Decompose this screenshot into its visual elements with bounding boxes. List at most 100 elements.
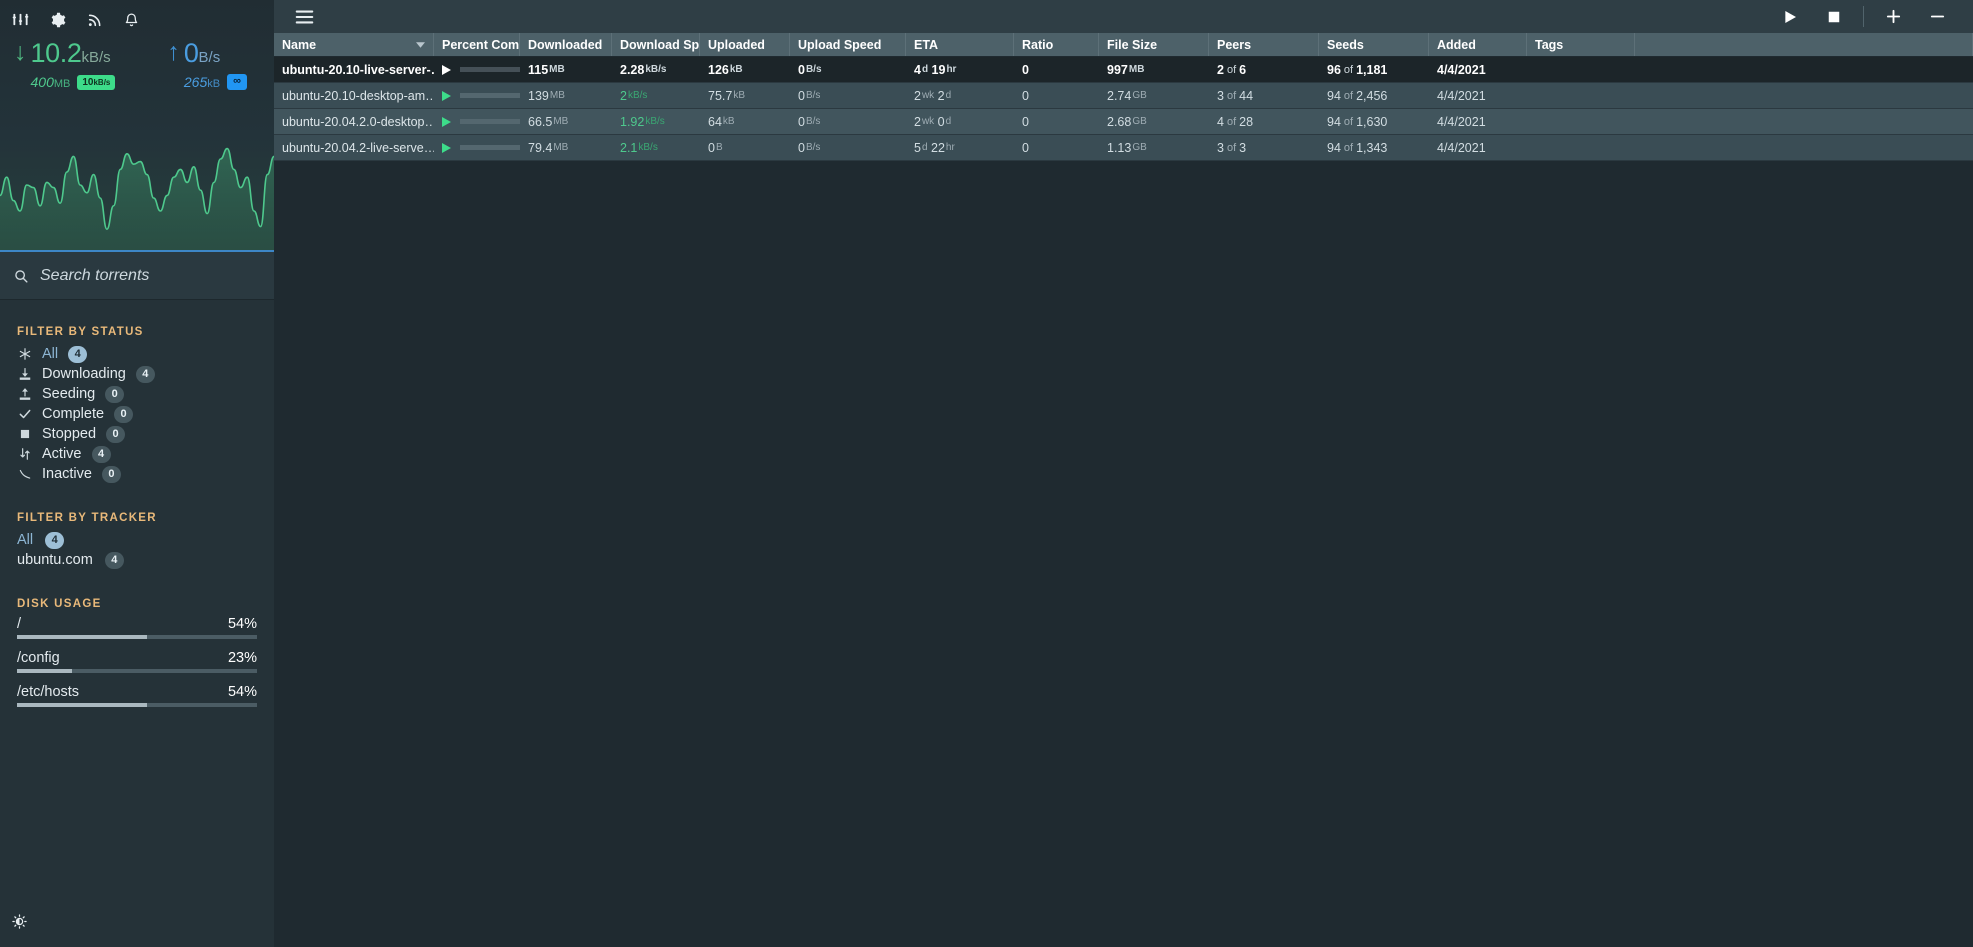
status-filter-complete[interactable]: Complete 0	[0, 404, 274, 424]
column-header-name[interactable]: Name	[274, 33, 434, 56]
cell-added: 4/4/2021	[1437, 62, 1486, 77]
main-area: Name Percent Com... Downloaded Download Sp.…	[274, 0, 1973, 947]
cell-downloaded: 139 MB	[528, 88, 565, 103]
cell-file_size: 997 MB	[1107, 62, 1145, 77]
play-icon[interactable]	[1768, 0, 1812, 33]
toolbar-left	[290, 0, 318, 33]
torrent-name: ubuntu-20.04.2.0-desktop…	[282, 114, 434, 129]
cell-uploaded: 126 kB	[708, 62, 743, 77]
cell-seeds: 94 of 1,343	[1327, 140, 1388, 155]
brightness-icon[interactable]	[12, 914, 27, 934]
cell-percent	[434, 90, 520, 101]
download-rate: 10.2kB/s	[30, 38, 111, 68]
plus-icon[interactable]	[1871, 0, 1915, 33]
status-filter-inactive[interactable]: Inactive 0	[0, 464, 274, 484]
cell-download_speed: 2.28 kB/s	[620, 62, 667, 77]
column-header-label: Download Sp...	[620, 37, 700, 52]
column-header-eta[interactable]: ETA	[906, 33, 1014, 56]
status-filter-stopped[interactable]: Stopped 0	[0, 424, 274, 444]
sidebar-stats-panel: ↓ 10.2kB/s 400MB 10kB/s ↑	[0, 0, 274, 252]
inactive-icon	[17, 467, 32, 481]
stop-icon[interactable]	[1812, 0, 1856, 33]
disk-bar	[17, 669, 257, 673]
cell-upload_speed: 0 B/s	[798, 62, 822, 77]
disk-percent: 54%	[227, 684, 257, 700]
column-header-peers[interactable]: Peers	[1209, 33, 1319, 56]
status-filter-seeding[interactable]: Seeding 0	[0, 384, 274, 404]
upload-limit-badge[interactable]: ∞	[227, 74, 247, 90]
hamburger-menu-icon[interactable]	[290, 0, 318, 33]
tracker-filter-ubuntu-com[interactable]: ubuntu.com 4	[0, 550, 274, 570]
download-icon	[17, 367, 32, 381]
rss-icon[interactable]	[87, 12, 103, 28]
column-header-added[interactable]: Added	[1429, 33, 1527, 56]
tracker-filter-label: ubuntu.com	[17, 552, 93, 568]
column-header-uploaded[interactable]: Uploaded	[700, 33, 790, 56]
torrent-name: ubuntu-20.10-live-server-…	[282, 62, 434, 77]
download-limit-badge[interactable]: 10kB/s	[77, 74, 116, 90]
minus-icon[interactable]	[1915, 0, 1959, 33]
cell-download_speed: 2 kB/s	[620, 88, 648, 103]
disk-bar	[17, 703, 257, 707]
upload-icon	[17, 387, 32, 401]
status-filter-label: Inactive	[42, 466, 92, 482]
tracker-filter-list: All 4 ubuntu.com 4	[0, 530, 274, 570]
column-header-upload_speed[interactable]: Upload Speed	[790, 33, 906, 56]
column-header-download_speed[interactable]: Download Sp...	[612, 33, 700, 56]
column-header-seeds[interactable]: Seeds	[1319, 33, 1429, 56]
disk-path: /	[17, 616, 22, 632]
column-header-label: Uploaded	[708, 37, 765, 52]
status-filter-active[interactable]: Active 4	[0, 444, 274, 464]
cell-seeds: 94 of 2,456	[1327, 88, 1388, 103]
column-header-label: Tags	[1535, 37, 1564, 52]
search-bar[interactable]	[0, 252, 274, 300]
status-filter-count: 4	[91, 445, 111, 463]
table-row[interactable]: ubuntu-20.04.2-live-serve… 79.4 MB 2.1 kB/s 0…	[274, 135, 1973, 161]
column-header-percent[interactable]: Percent Com...	[434, 33, 520, 56]
status-filter-count: 0	[105, 385, 125, 403]
cell-ratio: 0	[1022, 140, 1029, 155]
cell-ratio: 0	[1022, 88, 1029, 103]
cell-upload_speed: 0 B/s	[798, 114, 821, 129]
column-header-label: Ratio	[1022, 37, 1054, 52]
cell-upload_speed: 0 B/s	[798, 140, 821, 155]
disk-bar	[17, 635, 257, 639]
cell-name: ubuntu-20.04.2.0-desktop…	[274, 115, 434, 129]
progress-bar	[460, 93, 520, 98]
column-header-label: Added	[1437, 37, 1476, 52]
toolbar-right	[1768, 0, 1959, 33]
column-header-ratio[interactable]: Ratio	[1014, 33, 1099, 56]
column-header-label: File Size	[1107, 37, 1158, 52]
search-input[interactable]	[40, 266, 260, 285]
cell-seeds: 94 of 1,630	[1327, 114, 1388, 129]
table-row[interactable]: ubuntu-20.10-desktop-am… 139 MB 2 kB/s 75.7 kB…	[274, 83, 1973, 109]
cell-percent	[434, 142, 520, 153]
bell-icon[interactable]	[124, 12, 139, 28]
table-header: Name Percent Com... Downloaded Download Sp.…	[274, 33, 1973, 57]
status-filter-all[interactable]: All 4	[0, 344, 274, 364]
torrent-status-play-icon	[442, 64, 451, 75]
table-row[interactable]: ubuntu-20.04.2.0-desktop… 66.5 MB 1.92 kB/s 6…	[274, 109, 1973, 135]
sort-descending-icon	[410, 41, 425, 48]
sliders-icon[interactable]	[12, 11, 29, 28]
table-row[interactable]: ubuntu-20.10-live-server-… 115 MB 2.28 kB/s 1…	[274, 57, 1973, 83]
gear-icon[interactable]	[50, 12, 66, 28]
torrent-name: ubuntu-20.04.2-live-serve…	[282, 140, 434, 155]
cell-peers: 3 of 3	[1217, 140, 1247, 155]
cell-ratio: 0	[1022, 114, 1029, 129]
torrent-table: ubuntu-20.10-live-server-… 115 MB 2.28 kB/s 1…	[274, 57, 1973, 947]
column-header-file_size[interactable]: File Size	[1099, 33, 1209, 56]
column-header-filler	[1635, 33, 1973, 56]
column-header-downloaded[interactable]: Downloaded	[520, 33, 612, 56]
column-header-label: Seeds	[1327, 37, 1364, 52]
cell-uploaded: 64 kB	[708, 114, 735, 129]
column-header-tags[interactable]: Tags	[1527, 33, 1635, 56]
asterisk-icon	[17, 347, 32, 361]
status-filter-downloading[interactable]: Downloading 4	[0, 364, 274, 384]
tracker-filter-all[interactable]: All 4	[0, 530, 274, 550]
exchange-icon	[17, 447, 32, 461]
